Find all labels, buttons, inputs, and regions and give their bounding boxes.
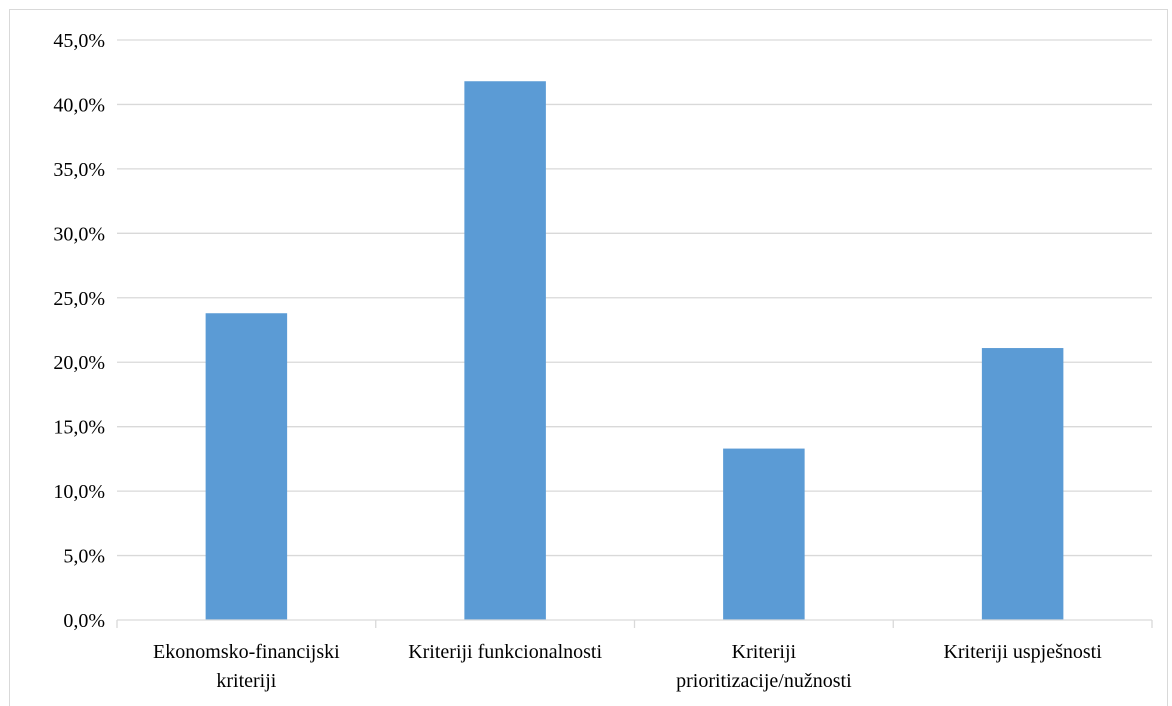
x-tick-label: Ekonomsko-financijski: [153, 641, 340, 663]
chart-frame: [9, 9, 1168, 706]
bar: [981, 348, 1064, 620]
y-tick-label: 30,0%: [53, 223, 105, 245]
bars: [205, 81, 1064, 620]
y-tick-label: 35,0%: [53, 159, 105, 181]
x-tick-label: Kriteriji funkcionalnosti: [408, 641, 602, 663]
y-tick-label: 5,0%: [63, 546, 105, 568]
x-tick-labels: Ekonomsko-financijski kriteriji Kriteriji …: [153, 641, 1102, 692]
y-tick-labels: 0,0% 5,0% 10,0% 15,0% 20,0% 25,0% 30,0% 35,0% 40…: [53, 30, 105, 632]
x-tick-label: Kriteriji uspješnosti: [943, 641, 1102, 663]
y-tick-label: 25,0%: [53, 288, 105, 310]
bar: [205, 313, 288, 620]
y-tick-label: 20,0%: [53, 352, 105, 374]
gridlines: [117, 39, 1152, 557]
x-tick-label: kriteriji: [216, 670, 276, 692]
bar: [723, 448, 805, 620]
y-tick-label: 0,0%: [63, 610, 105, 632]
y-tick-label: 45,0%: [53, 30, 105, 52]
bar: [464, 81, 546, 620]
y-tick-label: 15,0%: [53, 417, 105, 439]
x-tick-label: prioritizacije/nužnosti: [676, 670, 852, 692]
y-tick-label: 10,0%: [53, 481, 105, 503]
x-tick-label: Kriteriji: [732, 641, 797, 663]
y-tick-label: 40,0%: [53, 94, 105, 116]
x-axis: [116, 619, 1153, 628]
